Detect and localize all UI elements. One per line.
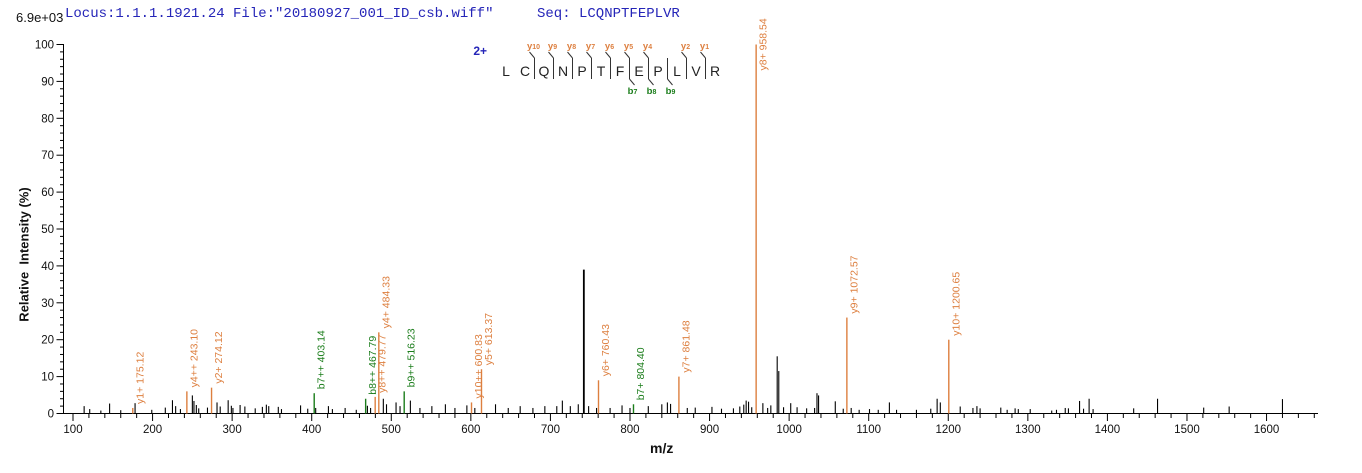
b-ion-hook xyxy=(648,78,654,86)
peak-label: y7+ 861.48 xyxy=(680,320,692,372)
peak-label: y2+ 274.12 xyxy=(213,331,225,383)
y-tick-label: 60 xyxy=(41,187,54,199)
y-ion-hook xyxy=(624,51,630,59)
b-ion-hook xyxy=(629,78,635,86)
x-tick-label: 1300 xyxy=(1015,424,1041,436)
y-ion-label: y6 xyxy=(605,41,614,52)
x-tick-label: 700 xyxy=(541,424,560,436)
x-tick-label: 1500 xyxy=(1174,424,1200,436)
y-ion-label: y1 xyxy=(700,41,709,52)
peak-label: y4+ 484.33 xyxy=(380,276,392,328)
x-tick-label: 600 xyxy=(461,424,480,436)
x-tick-label: 100 xyxy=(63,424,82,436)
y-ion-hook xyxy=(605,51,611,59)
y-ion-label: y9 xyxy=(548,41,557,52)
y-tick-label: 20 xyxy=(41,335,54,347)
residue: P xyxy=(653,63,662,79)
intensity-scale-label: 6.9e+03 xyxy=(16,10,64,25)
peak-label: b9++ 516.23 xyxy=(406,328,418,387)
y-tick-label: 50 xyxy=(41,224,54,236)
y-ion-label: y10 xyxy=(527,41,540,52)
peak-label: y6+ 760.43 xyxy=(600,324,612,376)
residue: E xyxy=(634,63,643,79)
peak-label: y10+ 1200.65 xyxy=(950,272,962,336)
y-tick-label: 80 xyxy=(41,113,54,125)
x-tick-label: 800 xyxy=(620,424,639,436)
x-tick-label: 500 xyxy=(382,424,401,436)
y-tick-label: 70 xyxy=(41,150,54,162)
residue: F xyxy=(616,63,625,79)
x-axis-ticks: 100 200 300 400 500 600 700 800 900 1000 1100 1200 1… xyxy=(63,413,1315,436)
peak-label: y5+ 613.37 xyxy=(483,313,495,365)
y-ion-label: y5 xyxy=(624,41,633,52)
residue: L xyxy=(673,63,681,79)
peak-label: b7++ 403.14 xyxy=(316,330,328,389)
peak-label: y4++ 243.10 xyxy=(188,329,200,388)
residue: V xyxy=(691,63,701,79)
x-tick-label: 1100 xyxy=(856,424,881,436)
residue: Q xyxy=(539,63,550,79)
x-tick-label: 1200 xyxy=(935,424,961,436)
y-ion-label: y2 xyxy=(681,41,690,52)
x-tick-label: 900 xyxy=(700,424,719,436)
precursor-charge-label: 2+ xyxy=(473,44,487,58)
x-tick-label: 1400 xyxy=(1095,424,1121,436)
y-tick-label: 10 xyxy=(41,372,54,384)
peak-label: y8+ 958.54 xyxy=(758,18,770,70)
residue: N xyxy=(558,63,568,79)
residue: L xyxy=(502,63,510,79)
y-tick-label: 100 xyxy=(35,40,54,52)
y-ion-hook xyxy=(567,51,573,59)
y-tick-label: 40 xyxy=(41,261,54,273)
b-ion-hook xyxy=(667,78,673,86)
residue: T xyxy=(597,63,606,79)
x-tick-label: 200 xyxy=(143,424,162,436)
x-tick-label: 300 xyxy=(223,424,242,436)
peak-label: b7+ 804.40 xyxy=(635,347,647,400)
y-tick-label: 0 xyxy=(48,409,54,421)
header-locus-file: Locus:1.1.1.1921.24 File:"20180927_001_I… xyxy=(65,6,494,22)
residue: C xyxy=(520,63,530,79)
x-axis-title: m/z xyxy=(650,440,674,456)
y-ion-hook xyxy=(529,51,535,59)
b-ion-label: b7 xyxy=(628,86,638,97)
y-ion-label: y7 xyxy=(586,41,595,52)
peak-label: y8++ 479.77 xyxy=(377,334,389,393)
peak-label: y1+ 175.12 xyxy=(134,352,146,404)
peak-label: b8++ 467.79 xyxy=(367,336,379,395)
y-ion-hook xyxy=(700,51,706,59)
labeled-peaks: y1+ 175.12 y4++ 243.10 y2+ 274.12 b7++ 403.… xyxy=(132,18,962,414)
b-ion-label: b9 xyxy=(666,86,676,97)
peak-label: y9+ 1072.57 xyxy=(848,255,860,313)
y-ion-hook xyxy=(643,51,649,59)
y-ion-hook xyxy=(681,51,687,59)
y-axis-ticks: 0 10 20 30 40 50 60 70 80 90 100 xyxy=(35,40,64,421)
y-ion-label: y8 xyxy=(567,41,576,52)
header-sequence: Seq: LCQNPTFEPLVR xyxy=(537,6,680,22)
unlabeled-peaks xyxy=(83,269,1284,414)
y-tick-label: 90 xyxy=(41,76,54,88)
x-tick-label: 1000 xyxy=(776,424,802,436)
x-tick-label: 400 xyxy=(302,424,321,436)
y-ion-hook xyxy=(548,51,554,59)
residue: R xyxy=(710,63,720,79)
x-tick-label: 1600 xyxy=(1254,424,1280,436)
residue: P xyxy=(577,63,586,79)
y-ion-label: y4 xyxy=(643,41,652,52)
b-ion-label: b8 xyxy=(647,86,657,97)
y-tick-label: 30 xyxy=(41,298,54,310)
y-ion-hook xyxy=(586,51,592,59)
